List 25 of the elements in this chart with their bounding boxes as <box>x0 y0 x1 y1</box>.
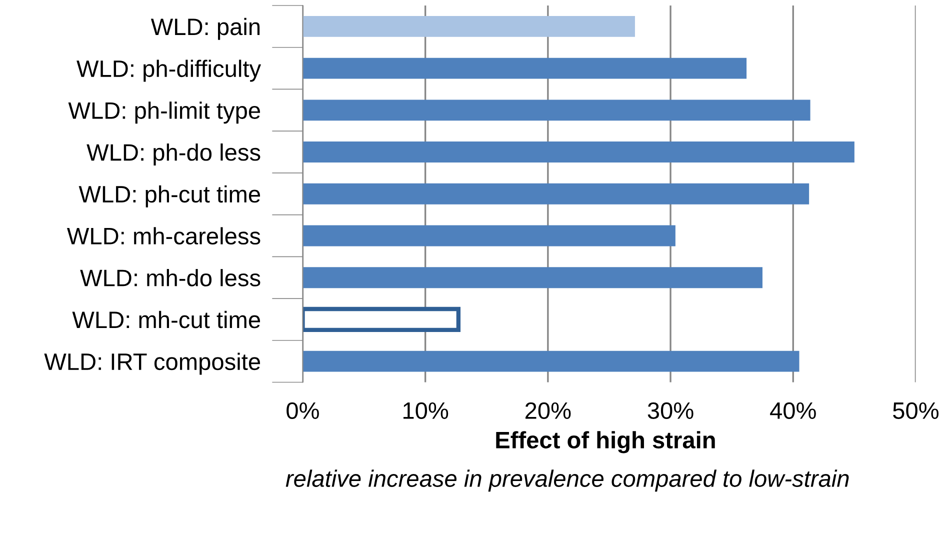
y-tick-label: WLD: ph-cut time <box>78 185 260 208</box>
y-tick-label: WLD: mh-careless <box>66 227 260 245</box>
bar <box>302 350 800 372</box>
x-tick-label: 20% <box>525 402 571 420</box>
bar <box>302 16 635 37</box>
y-tick-label: WLD: mh-cut time <box>72 310 260 328</box>
y-tick-label: WLD: mh-do less <box>80 269 260 286</box>
bar <box>302 183 810 204</box>
bar <box>302 225 676 246</box>
x-tick-label: 30% <box>648 402 694 420</box>
y-tick-label: WLD: ph-do less <box>86 143 260 166</box>
bar <box>302 267 762 288</box>
x-axis-title: Effect of high strain <box>496 431 715 454</box>
y-tick-label: WLD: IRT composite <box>44 352 260 375</box>
text: relative increase in prevalence compared to low-strain <box>286 470 849 492</box>
bar <box>302 100 810 121</box>
x-tick-label: 0% <box>286 402 319 420</box>
x-tick-label: 10% <box>403 402 448 420</box>
x-tick-label: 50% <box>893 402 939 420</box>
y-tick-label: WLD: ph-limit type <box>68 102 260 124</box>
x-tick-label: 40% <box>770 402 816 420</box>
y-tick-label: WLD: pain <box>150 18 260 40</box>
bar <box>302 142 854 162</box>
bar <box>302 58 747 79</box>
y-tick-label: WLD: ph-difficulty <box>76 60 262 82</box>
